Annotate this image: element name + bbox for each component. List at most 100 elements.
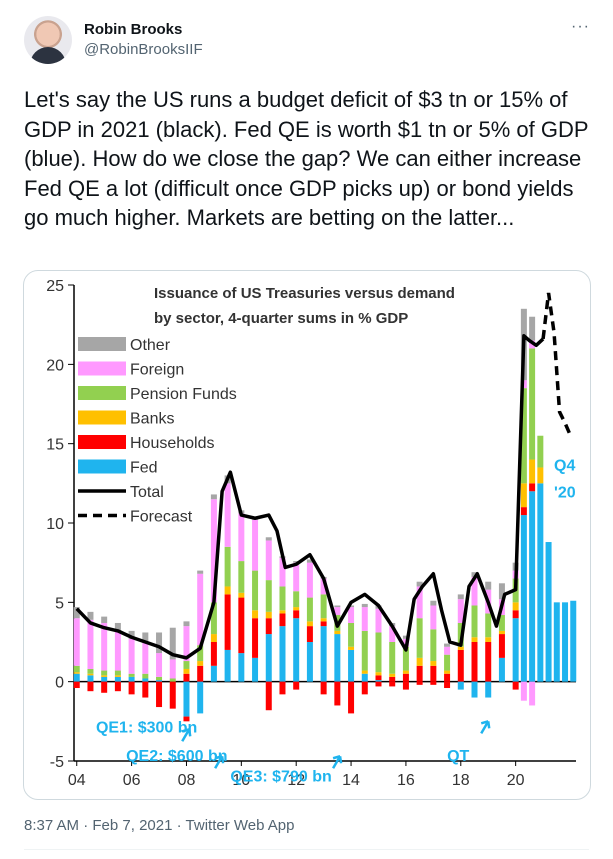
x-tick-label: 20	[507, 772, 525, 789]
bar-segment-pension-funds	[224, 546, 231, 587]
chart-title-line1: Issuance of US Treasuries versus demand	[154, 285, 455, 302]
bar-negative-households	[512, 681, 519, 690]
bar-segment-fed	[293, 618, 300, 682]
bar-segment-pension-funds	[537, 435, 544, 468]
bar-negative-households	[444, 681, 451, 689]
x-tick-label: 16	[397, 772, 415, 789]
y-tick-label: 0	[55, 675, 64, 692]
bar-segment-households	[520, 507, 527, 516]
legend-label: Forecast	[130, 509, 193, 526]
bar-segment-households	[402, 673, 409, 682]
bar-negative-foreign	[529, 681, 536, 706]
bar-segment-other	[265, 537, 272, 541]
chart-title-line2: by sector, 4-quarter sums in % GDP	[154, 310, 408, 327]
bar-segment-foreign	[265, 540, 272, 581]
bar-segment-foreign	[128, 638, 135, 674]
y-tick-label: 5	[55, 595, 64, 612]
bar-negative-households	[73, 681, 80, 689]
bar-segment-other	[348, 605, 355, 608]
bar-segment-pension-funds	[348, 622, 355, 647]
bar-segment-foreign	[252, 519, 259, 571]
annotation-label: QE3: $790 bn	[230, 769, 331, 786]
bar-segment-banks	[279, 610, 286, 614]
bar-negative-foreign	[520, 681, 527, 701]
legend-swatch	[78, 386, 126, 400]
bar-segment-banks	[293, 607, 300, 611]
bar-segment-other	[169, 627, 176, 660]
bar-negative-households	[375, 681, 382, 687]
tweet-meta: 8:37 AM · Feb 7, 2021 · Twitter Web App	[24, 817, 294, 834]
bar-segment-foreign	[142, 642, 149, 674]
bar-segment-pension-funds	[485, 613, 492, 638]
author-handle[interactable]: @RobinBrooksIIF	[84, 41, 203, 58]
bar-segment-banks	[114, 675, 121, 677]
bar-segment-fed	[142, 678, 149, 682]
author-name[interactable]: Robin Brooks	[84, 21, 183, 38]
annotation-arrow	[181, 728, 192, 742]
bar-segment-pension-funds	[252, 570, 259, 611]
bar-segment-foreign	[183, 626, 190, 662]
forecast-series-line	[541, 292, 573, 437]
bar-segment-other	[498, 583, 505, 600]
avatar-suit	[30, 47, 66, 64]
annotation-label: Q4	[554, 458, 575, 475]
annotation-arrow	[214, 755, 225, 769]
bar-segment-fed	[128, 676, 135, 682]
bar-segment-pension-funds	[430, 629, 437, 662]
annotation-arrow	[480, 720, 491, 734]
avatar[interactable]	[24, 16, 72, 64]
bar-segment-other	[361, 603, 368, 608]
bar-segment-foreign	[389, 626, 396, 642]
bar-negative-households	[114, 681, 121, 692]
tweet-time[interactable]: 8:37 AM	[24, 817, 80, 834]
legend-label: Total	[130, 484, 164, 501]
bar-segment-other	[73, 607, 80, 619]
annotation-arrow	[332, 755, 343, 769]
tweet-date[interactable]: Feb 7, 2021	[92, 817, 173, 834]
bar-segment-foreign	[169, 659, 176, 679]
bar-segment-fed	[520, 515, 527, 682]
bar-segment-fed	[570, 600, 577, 682]
chart-image[interactable]: Issuance of US Treasuries versus demand …	[23, 270, 591, 800]
bar-segment-households	[279, 613, 286, 627]
bar-segment-households	[457, 649, 464, 682]
tweet-source[interactable]: Twitter Web App	[185, 817, 295, 834]
bar-segment-banks	[197, 661, 204, 666]
bar-segment-households	[512, 610, 519, 619]
bar-segment-other	[183, 621, 190, 627]
bar-segment-fed	[334, 634, 341, 682]
bar-negative-fed	[471, 681, 478, 698]
bar-segment-fed	[306, 642, 313, 682]
bar-segment-pension-funds	[389, 642, 396, 674]
legend-label: Banks	[130, 411, 174, 428]
bar-negative-households	[430, 681, 437, 685]
y-tick-label: 15	[46, 437, 64, 454]
bar-segment-fed	[545, 542, 552, 682]
bar-segment-households	[529, 483, 536, 492]
bar-segment-pension-funds	[529, 348, 536, 460]
bar-segment-foreign	[224, 483, 231, 547]
y-tick-label: -5	[50, 754, 64, 771]
bar-segment-other	[197, 570, 204, 574]
bar-segment-banks	[498, 630, 505, 635]
bar-segment-pension-funds	[375, 632, 382, 673]
bar-segment-households	[389, 676, 396, 682]
legend-swatch	[78, 410, 126, 425]
bar-segment-foreign	[334, 607, 341, 616]
x-tick-label: 14	[342, 772, 360, 789]
bar-segment-foreign	[293, 562, 300, 592]
bar-segment-pension-funds	[320, 594, 327, 619]
bar-segment-banks	[265, 611, 272, 619]
bar-segment-fed	[375, 680, 382, 682]
bar-segment-banks	[402, 670, 409, 674]
bar-negative-households	[265, 681, 272, 711]
bar-segment-households	[210, 642, 217, 666]
bar-segment-fed	[224, 649, 231, 682]
bar-segment-banks	[320, 618, 327, 622]
bar-negative-fed	[485, 681, 492, 698]
plot-area: 25 20 15 10 5 0 -504 06 08 10 12 14 16 18 20 Other Forei…	[46, 278, 577, 789]
bar-negative-households	[142, 681, 149, 698]
bar-segment-pension-funds	[279, 586, 286, 611]
bar-segment-foreign	[348, 607, 355, 623]
more-options-icon[interactable]: ···	[571, 18, 590, 35]
